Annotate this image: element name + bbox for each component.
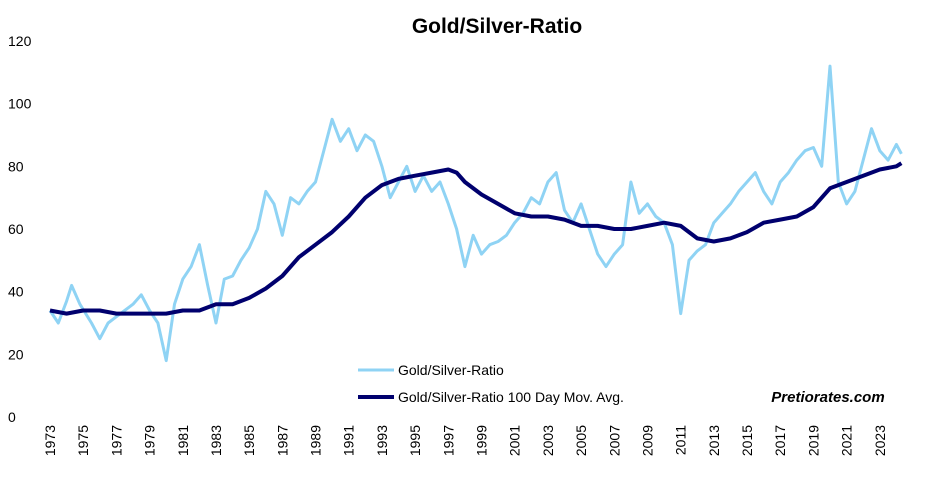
x-tick-label: 2007	[606, 425, 622, 456]
x-tick-label: 1985	[241, 425, 257, 456]
x-tick-label: 1999	[474, 425, 490, 456]
x-tick-label: 2011	[673, 425, 689, 455]
x-tick-label: 1995	[407, 425, 423, 456]
legend-label: Gold/Silver-Ratio	[398, 362, 504, 378]
x-tick-label: 1989	[308, 425, 324, 456]
x-tick-label: 2009	[639, 425, 655, 456]
x-tick-label: 1983	[208, 425, 224, 456]
chart-title: Gold/Silver-Ratio	[412, 15, 582, 38]
y-tick-label: 120	[8, 33, 32, 49]
x-tick-label: 1997	[440, 425, 456, 456]
x-tick-label: 1977	[108, 425, 124, 456]
y-tick-label: 40	[8, 284, 24, 300]
x-tick-label: 2017	[772, 425, 788, 456]
y-tick-label: 0	[8, 409, 16, 425]
x-tick-label: 2001	[507, 425, 523, 456]
y-tick-label: 60	[8, 221, 24, 237]
x-tick-label: 1991	[341, 425, 357, 456]
x-tick-label: 2015	[739, 425, 755, 456]
x-tick-label: 1975	[75, 425, 91, 456]
x-tick-label: 1973	[42, 425, 58, 456]
y-tick-label: 20	[8, 346, 24, 362]
x-tick-label: 2019	[805, 425, 821, 456]
x-tick-label: 2003	[540, 425, 556, 456]
x-tick-label: 2021	[839, 425, 855, 456]
x-tick-label: 2005	[573, 425, 589, 456]
watermark: Pretiorates.com	[771, 389, 884, 406]
x-tick-label: 1993	[374, 425, 390, 456]
series-line	[49, 161, 903, 316]
series-line	[48, 64, 903, 363]
y-tick-label: 80	[8, 158, 24, 174]
x-tick-label: 1981	[175, 425, 191, 456]
x-tick-label: 1979	[142, 425, 158, 456]
y-tick-label: 100	[8, 96, 32, 112]
legend-label: Gold/Silver-Ratio 100 Day Mov. Avg.	[398, 389, 624, 405]
x-tick-label: 2023	[872, 425, 888, 456]
x-tick-label: 2013	[706, 425, 722, 456]
x-tick-label: 1987	[274, 425, 290, 456]
